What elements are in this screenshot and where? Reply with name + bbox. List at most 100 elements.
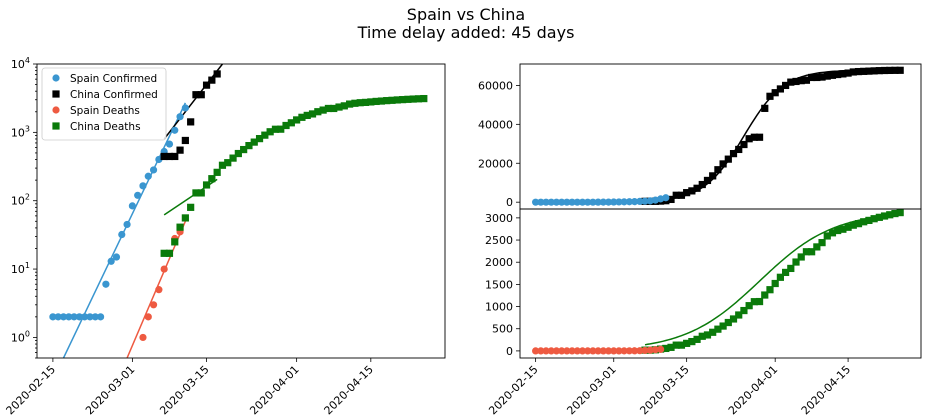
data-point-china-deaths	[828, 229, 837, 237]
legend-label-china-deaths: China Deaths	[70, 121, 141, 133]
data-point-china-deaths	[229, 154, 237, 162]
data-point-china-deaths	[740, 306, 748, 315]
data-point-china-deaths	[860, 218, 868, 226]
data-point-china-confirmed	[891, 66, 899, 74]
data-point-china-confirmed	[849, 68, 857, 76]
data-point-spain-deaths	[552, 347, 561, 355]
legend-marker-china-confirmed	[52, 90, 60, 98]
data-point-china-deaths	[171, 238, 179, 246]
data-point-china-deaths	[314, 108, 322, 116]
data-point-china-confirmed	[813, 73, 821, 82]
y-tick-label: 0	[506, 196, 513, 209]
data-point-china-deaths	[361, 98, 370, 106]
data-point-spain-confirmed	[96, 313, 105, 321]
legend-label-spain-confirmed: Spain Confirmed	[70, 73, 157, 85]
data-point-china-deaths	[844, 223, 852, 231]
data-point-china-confirmed	[667, 195, 675, 204]
data-point-china-confirmed	[834, 70, 842, 79]
data-point-china-confirmed	[880, 66, 889, 75]
plot-area-right-top	[532, 66, 904, 206]
data-point-china-deaths	[409, 95, 417, 103]
data-point-spain-deaths	[155, 286, 163, 294]
data-point-china-confirmed	[792, 77, 800, 86]
data-point-china-deaths	[849, 221, 857, 229]
data-point-china-confirmed	[688, 187, 696, 195]
data-point-china-confirmed	[160, 152, 168, 161]
data-point-china-confirmed	[197, 91, 205, 99]
y-tick-label: 0	[506, 345, 513, 358]
data-point-china-confirmed	[683, 189, 691, 197]
data-point-china-confirmed	[192, 91, 200, 99]
data-point-china-deaths	[761, 291, 769, 299]
data-point-china-deaths	[672, 341, 680, 349]
data-point-china-confirmed	[766, 92, 774, 100]
chart-left-log: 100 101 102 103 104 2020-02-15 2020-03-01 2020-…	[4, 56, 446, 416]
data-point-china-confirmed	[787, 78, 795, 86]
data-point-china-deaths	[234, 149, 242, 158]
data-point-spain-confirmed	[604, 198, 613, 206]
data-point-china-confirmed	[729, 150, 738, 158]
data-point-china-confirmed	[875, 67, 883, 75]
x-tick-label: 2020-04-15	[799, 363, 853, 416]
data-point-china-deaths	[414, 95, 423, 103]
data-point-spain-deaths	[568, 347, 576, 355]
data-point-china-confirmed	[208, 76, 216, 84]
data-point-china-deaths	[834, 226, 842, 235]
data-point-china-deaths	[797, 253, 805, 261]
data-point-china-confirmed	[213, 70, 221, 78]
data-point-china-deaths	[729, 315, 738, 323]
data-point-spain-confirmed	[54, 313, 62, 321]
data-point-china-deaths	[356, 99, 364, 107]
data-point-china-confirmed	[802, 76, 811, 84]
data-point-china-confirmed	[745, 135, 753, 143]
data-point-spain-deaths	[563, 347, 571, 355]
data-point-spain-deaths	[646, 346, 654, 354]
data-point-china-deaths	[277, 125, 285, 133]
data-point-spain-confirmed	[599, 198, 607, 206]
data-point-spain-confirmed	[107, 257, 115, 265]
data-point-china-deaths	[870, 215, 878, 223]
data-point-spain-confirmed	[584, 198, 592, 206]
data-point-china-confirmed	[823, 72, 831, 80]
x-tick-label: 2020-02-15	[486, 363, 540, 416]
data-point-spain-deaths	[558, 347, 566, 355]
data-point-spain-confirmed	[86, 313, 94, 321]
data-point-china-deaths	[271, 125, 280, 133]
data-point-china-deaths	[839, 225, 847, 233]
data-point-china-confirmed	[771, 89, 779, 97]
data-point-china-deaths	[818, 239, 826, 247]
data-point-spain-confirmed	[112, 253, 121, 261]
data-point-spain-deaths	[657, 345, 665, 353]
data-point-spain-deaths	[641, 346, 649, 355]
figure-title-line2: Time delay added: 45 days	[357, 23, 575, 42]
data-point-china-deaths	[776, 273, 784, 281]
data-point-spain-deaths	[139, 333, 147, 342]
data-point-china-confirmed	[724, 155, 732, 163]
data-point-spain-confirmed	[625, 198, 633, 206]
data-point-china-deaths	[662, 344, 670, 353]
data-point-china-deaths	[688, 337, 696, 346]
data-point-spain-confirmed	[81, 313, 89, 321]
data-point-spain-confirmed	[176, 113, 184, 121]
data-point-china-deaths	[240, 145, 248, 154]
data-point-spain-confirmed	[102, 280, 110, 288]
x-tick-label: 2020-03-01	[83, 363, 137, 416]
data-point-china-confirmed	[176, 146, 184, 154]
data-point-china-confirmed	[755, 133, 764, 141]
y-tick-label: 101	[11, 261, 30, 276]
y-tick-label: 2000	[485, 256, 513, 269]
data-point-china-deaths	[187, 203, 195, 211]
data-point-china-deaths	[298, 113, 306, 121]
data-point-spain-deaths	[599, 347, 607, 355]
data-point-china-confirmed	[735, 145, 743, 154]
data-point-spain-confirmed	[134, 191, 142, 199]
data-point-spain-deaths	[542, 347, 550, 355]
y-tick-label: 3000	[485, 212, 513, 225]
data-point-china-deaths	[388, 96, 396, 104]
y-tick-label: 500	[492, 323, 513, 336]
data-point-spain-deaths	[537, 347, 545, 355]
legend-box	[41, 67, 167, 141]
data-point-china-confirmed	[896, 66, 904, 74]
data-point-china-confirmed	[703, 176, 712, 185]
